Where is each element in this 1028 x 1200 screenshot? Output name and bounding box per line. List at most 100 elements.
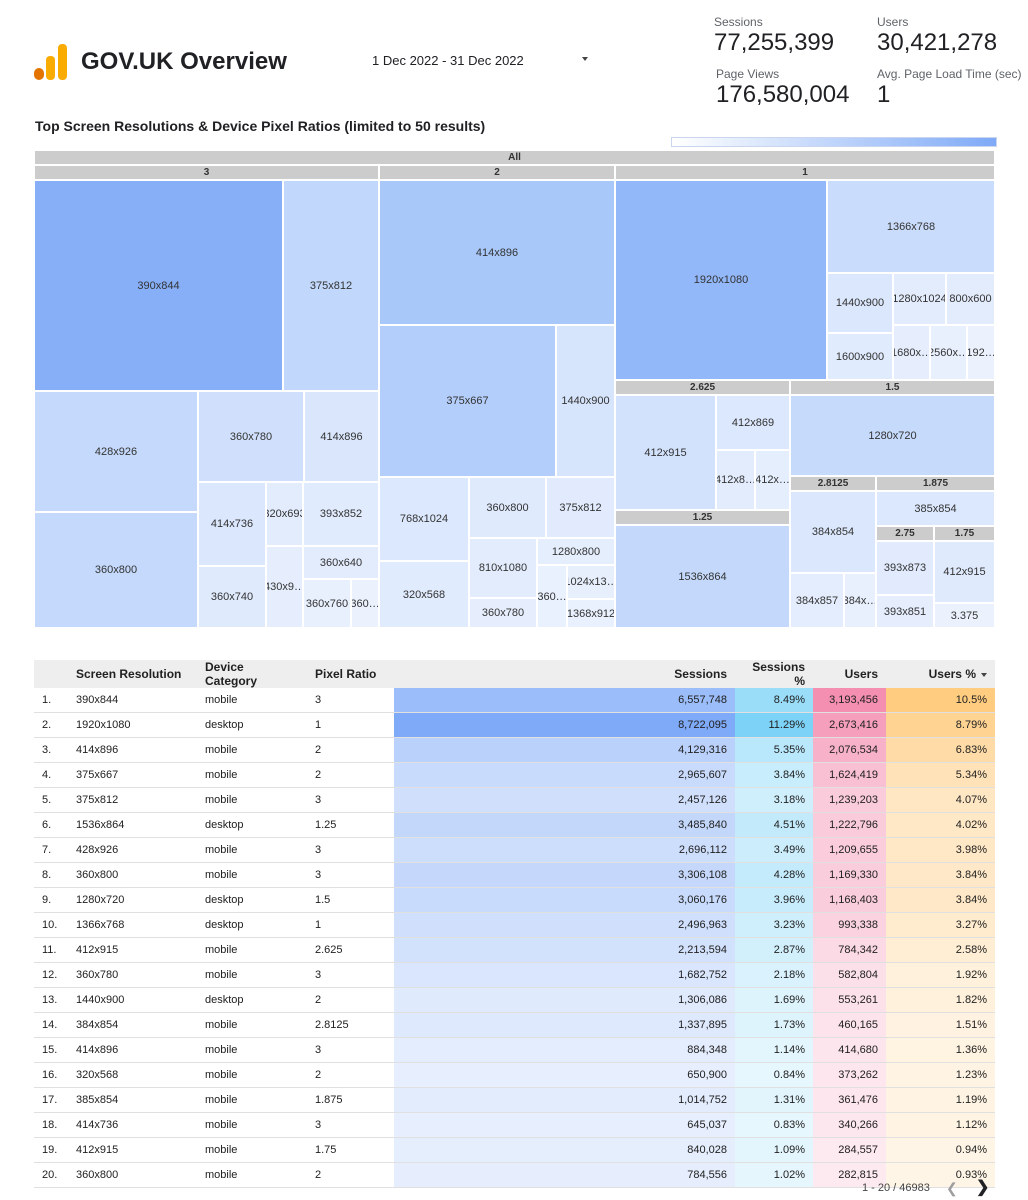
screen-resolution-cell: 390x844 bbox=[68, 688, 197, 713]
chevron-left-icon[interactable]: ❮ bbox=[946, 1180, 958, 1196]
column-header-screen-resolution[interactable]: Screen Resolution bbox=[68, 660, 197, 688]
table-row[interactable]: 5. 375x812 mobile 3 2,457,126 3.18% 1,239,203 4… bbox=[34, 787, 995, 813]
treemap-cell[interactable]: 1440x900 bbox=[556, 325, 615, 477]
pixel-ratio-cell: 1.5 bbox=[307, 887, 394, 913]
treemap-cell[interactable]: 393x873 bbox=[876, 541, 934, 595]
treemap-cell[interactable]: 360x780 bbox=[469, 598, 537, 628]
treemap-group-header[interactable]: 1.75 bbox=[934, 526, 995, 541]
column-header-sessions[interactable]: Sessions bbox=[394, 660, 735, 688]
chevron-right-icon[interactable]: ❯ bbox=[976, 1179, 990, 1196]
treemap-cell[interactable]: 810x1080 bbox=[469, 538, 537, 598]
sessions-cell: 6,557,748 bbox=[394, 688, 735, 713]
treemap-group-header[interactable]: 3 bbox=[34, 165, 379, 180]
treemap-cell[interactable]: 360x760 bbox=[303, 579, 351, 628]
treemap-group-header[interactable]: 1.5 bbox=[790, 380, 995, 395]
table-row[interactable]: 4. 375x667 mobile 2 2,965,607 3.84% 1,624,419 5… bbox=[34, 762, 995, 788]
treemap-cell[interactable]: 384x854 bbox=[790, 491, 876, 573]
treemap-cell[interactable]: 768x1024 bbox=[379, 477, 469, 561]
screen-resolution-cell: 1536x864 bbox=[68, 812, 197, 838]
treemap-cell[interactable]: 412x869 bbox=[716, 395, 790, 450]
treemap-cell[interactable]: 412x915 bbox=[615, 395, 716, 510]
treemap-cell[interactable]: 384x857 bbox=[790, 573, 844, 628]
treemap-group-header[interactable]: 2.625 bbox=[615, 380, 790, 395]
treemap-cell[interactable]: 1366x768 bbox=[827, 180, 995, 273]
table-row[interactable]: 2. 1920x1080 desktop 1 8,722,095 11.29% 2,673,… bbox=[34, 712, 995, 738]
table-row[interactable]: 1. 390x844 mobile 3 6,557,748 8.49% 3,193,456 1… bbox=[34, 688, 995, 713]
treemap-cell[interactable]: 414x896 bbox=[304, 391, 379, 482]
treemap-cell[interactable]: 800x600 bbox=[946, 273, 995, 325]
kpi-page-views-label: Page Views bbox=[716, 67, 780, 81]
treemap-cell[interactable]: 1280x720 bbox=[790, 395, 995, 476]
treemap-cell[interactable]: 375x812 bbox=[546, 477, 615, 538]
treemap-cell[interactable]: 1920x1080 bbox=[615, 180, 827, 380]
table-row[interactable]: 6. 1536x864 desktop 1.25 3,485,840 4.51% 1,222… bbox=[34, 812, 995, 838]
treemap-cell[interactable]: 320x693 bbox=[266, 482, 303, 546]
treemap-cell[interactable]: 320x568 bbox=[379, 561, 469, 628]
treemap-cell[interactable]: 360x800 bbox=[469, 477, 546, 538]
treemap-cell[interactable]: 412x915 bbox=[934, 541, 995, 603]
date-range-selector[interactable]: 1 Dec 2022 - 31 Dec 2022 bbox=[366, 46, 592, 74]
treemap-root-header[interactable]: All bbox=[34, 150, 995, 165]
table-row[interactable]: 19. 412x915 mobile 1.75 840,028 1.09% 284,557 0… bbox=[34, 1137, 995, 1163]
table-row[interactable]: 10. 1366x768 desktop 1 2,496,963 3.23% 993,338… bbox=[34, 912, 995, 938]
treemap-cell[interactable]: 428x926 bbox=[34, 391, 198, 512]
table-row[interactable]: 13. 1440x900 desktop 2 1,306,086 1.69% 553,261… bbox=[34, 987, 995, 1013]
treemap-cell[interactable]: 430x9… bbox=[266, 546, 303, 628]
treemap-cell[interactable]: 3.375 bbox=[934, 603, 995, 628]
treemap-group-header[interactable]: 1.875 bbox=[876, 476, 995, 491]
table-row[interactable]: 3. 414x896 mobile 2 4,129,316 5.35% 2,076,534 6… bbox=[34, 737, 995, 763]
table-row[interactable]: 20. 360x800 mobile 2 784,556 1.02% 282,815 0.93… bbox=[34, 1162, 995, 1188]
column-header-sessions-pct[interactable]: Sessions % bbox=[735, 660, 813, 688]
row-rank: 10. bbox=[34, 912, 68, 938]
column-header-users[interactable]: Users bbox=[813, 660, 886, 688]
treemap-cell[interactable]: 360x740 bbox=[198, 566, 266, 628]
table-row[interactable]: 16. 320x568 mobile 2 650,900 0.84% 373,262 1.23… bbox=[34, 1062, 995, 1088]
treemap-cell[interactable]: 1536x864 bbox=[615, 525, 790, 628]
treemap-cell[interactable]: 360… bbox=[537, 565, 567, 628]
treemap-cell[interactable]: 375x667 bbox=[379, 325, 556, 477]
users-cell: 361,476 bbox=[813, 1087, 886, 1113]
table-row[interactable]: 12. 360x780 mobile 3 1,682,752 2.18% 582,804 1.… bbox=[34, 962, 995, 988]
table-row[interactable]: 15. 414x896 mobile 3 884,348 1.14% 414,680 1.36… bbox=[34, 1037, 995, 1063]
treemap-cell[interactable]: 412x8… bbox=[716, 450, 755, 510]
column-header-pixel-ratio[interactable]: Pixel Ratio bbox=[307, 660, 394, 688]
treemap-cell[interactable]: 412x… bbox=[755, 450, 790, 510]
treemap-cell[interactable]: 1280x1024 bbox=[893, 273, 946, 325]
treemap-cell[interactable]: 1680x… bbox=[893, 325, 930, 380]
treemap-group-header[interactable]: 1 bbox=[615, 165, 995, 180]
treemap-cell[interactable]: 360x780 bbox=[198, 391, 304, 482]
treemap-cell[interactable]: 390x844 bbox=[34, 180, 283, 391]
table-row[interactable]: 8. 360x800 mobile 3 3,306,108 4.28% 1,169,330 3… bbox=[34, 862, 995, 888]
table-row[interactable]: 17. 385x854 mobile 1.875 1,014,752 1.31% 361,4… bbox=[34, 1087, 995, 1113]
treemap-cell[interactable]: 385x854 bbox=[876, 491, 995, 526]
column-header-users-pct[interactable]: Users % bbox=[886, 660, 995, 688]
table-row[interactable]: 14. 384x854 mobile 2.8125 1,337,895 1.73% 460,… bbox=[34, 1012, 995, 1038]
treemap-cell[interactable]: 414x736 bbox=[198, 482, 266, 566]
treemap-cell[interactable]: 360… bbox=[351, 579, 379, 628]
treemap-cell[interactable]: 384x… bbox=[844, 573, 876, 628]
treemap-cell[interactable]: 1368x912 bbox=[567, 599, 615, 628]
treemap-group-header[interactable]: 2.8125 bbox=[790, 476, 876, 491]
kpi-users-value: 30,421,278 bbox=[877, 29, 998, 56]
treemap-cell[interactable]: 2560x… bbox=[930, 325, 967, 380]
treemap-group-header[interactable]: 1.25 bbox=[615, 510, 790, 525]
treemap-cell[interactable]: 393x852 bbox=[303, 482, 379, 546]
treemap-group-header[interactable]: 2.75 bbox=[876, 526, 934, 541]
treemap-cell[interactable]: 1440x900 bbox=[827, 273, 893, 333]
treemap-group-header[interactable]: 2 bbox=[379, 165, 615, 180]
treemap-cell[interactable]: 375x812 bbox=[283, 180, 379, 391]
treemap-cell[interactable]: 360x640 bbox=[303, 546, 379, 579]
treemap-cell[interactable]: 1280x800 bbox=[537, 538, 615, 565]
treemap-cell[interactable]: 414x896 bbox=[379, 180, 615, 325]
column-header-device-category[interactable]: Device Category bbox=[197, 660, 307, 688]
treemap-cell[interactable]: 1024x13… bbox=[567, 565, 615, 599]
table-row[interactable]: 9. 1280x720 desktop 1.5 3,060,176 3.96% 1,168,… bbox=[34, 887, 995, 913]
table-row[interactable]: 18. 414x736 mobile 3 645,037 0.83% 340,266 1.12… bbox=[34, 1112, 995, 1138]
treemap-cell[interactable]: 393x851 bbox=[876, 595, 934, 628]
treemap-cell[interactable]: 360x800 bbox=[34, 512, 198, 628]
treemap-cell[interactable]: 1600x900 bbox=[827, 333, 893, 380]
treemap-cell[interactable]: 192… bbox=[967, 325, 995, 380]
table-row[interactable]: 11. 412x915 mobile 2.625 2,213,594 2.87% 784,3… bbox=[34, 937, 995, 963]
table-row[interactable]: 7. 428x926 mobile 3 2,696,112 3.49% 1,209,655 3… bbox=[34, 837, 995, 863]
pixel-ratio-cell: 2.8125 bbox=[307, 1012, 394, 1038]
